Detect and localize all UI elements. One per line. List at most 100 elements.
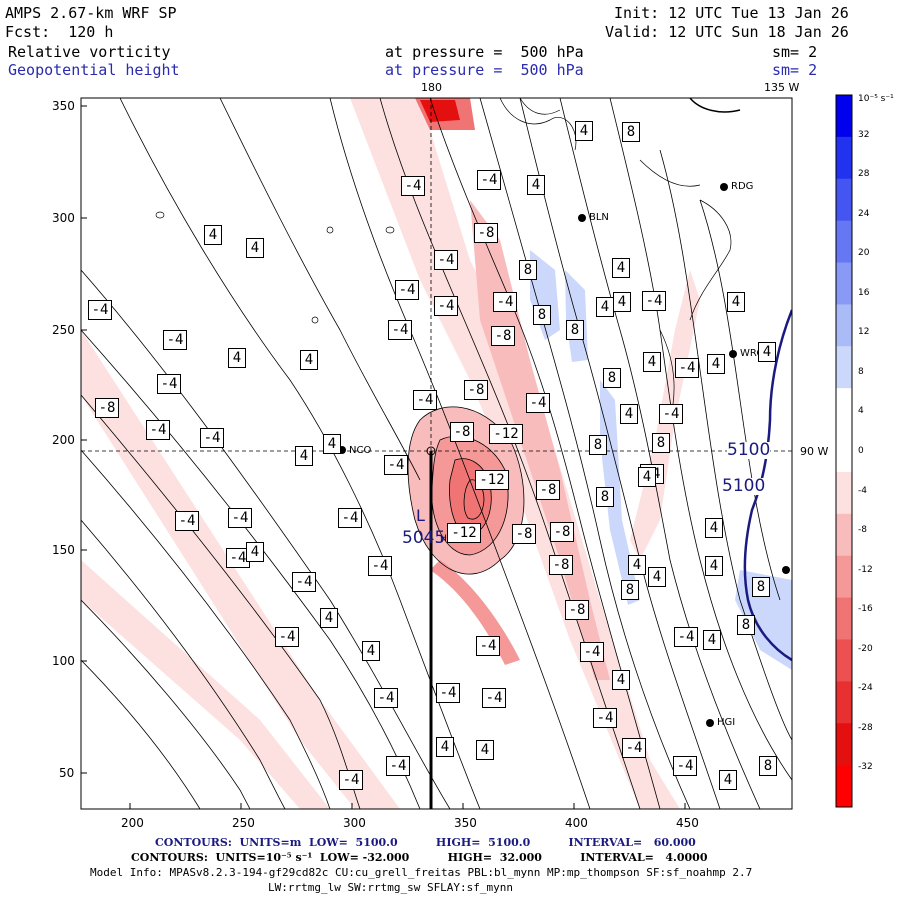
station-wrc [729,350,737,358]
vorticity-contour-label: 4 [295,446,313,466]
vorticity-contour-label: 4 [527,175,545,195]
y-tick-150: 150 [52,543,75,557]
vorticity-contour-label: -4 [368,556,392,576]
vorticity-contour-label: -4 [146,420,170,440]
shade-band-south [81,560,330,809]
vorticity-contour-label: -4 [384,455,408,475]
forecast-hour: Fcst: 120 h [5,23,114,41]
colorbar-swatch [836,220,852,264]
station-east [782,566,790,574]
station-hgi [706,719,714,727]
vorticity-contour-label: -4 [673,756,697,776]
footer-height-contours: CONTOURS: UNITS=m LOW= 5100.0 HIGH= 5100… [155,836,696,849]
lon-label-90w: 90 W [800,445,829,458]
height-label-low: 5045 [402,528,446,548]
vorticity-contour-label: 4 [323,434,341,454]
vorticity-contour-label: 4 [436,737,454,757]
vorticity-contour-label: 4 [612,670,630,690]
y-tick-50: 50 [59,766,75,780]
colorbar-tick-label: 24 [858,208,870,219]
vorticity-contour-label: 4 [613,292,631,312]
valid-time: Valid: 12 UTC Sun 18 Jan 26 [605,23,849,41]
vorticity-contour-label: -4 [642,291,666,311]
vorticity-contour-label: -4 [413,390,437,410]
vorticity-contour-label: 4 [703,630,721,650]
vorticity-contour-label: 8 [533,305,551,325]
shade-vortex-tail [430,560,520,665]
colorbar-tick-label: 20 [858,248,870,259]
vorticity-contour-label: -4 [157,374,181,394]
init-time: Init: 12 UTC Tue 13 Jan 26 [614,4,849,22]
vorticity-contour-label: 4 [638,467,656,487]
vorticity-contour-label: -4 [476,636,500,656]
x-tick-250: 250 [232,816,255,830]
station-wrc-label: WRC [740,348,764,359]
colorbar-tick-label: 8 [858,366,864,377]
x-tick-300: 300 [343,816,366,830]
vorticity-contour-label: -8 [549,555,573,575]
vorticity-contour-label: -4 [175,511,199,531]
colorbar-swatch [836,639,852,682]
vorticity-contour-label: 4 [643,352,661,372]
vorticity-contour-label: -4 [436,683,460,703]
vorticity-contour-label: -12 [475,470,509,490]
colorbar-tick-label: -8 [858,525,867,536]
colorbar-tick-label: 32 [858,129,870,140]
colorbar-tick-label: -32 [858,762,873,773]
vorticity-contour-label: -8 [464,380,488,400]
station-hgi-label: HGI [717,717,736,728]
vorticity-contour-label: -4 [434,296,458,316]
colorbar-swatch [836,597,852,640]
colorbar-tick-label: -16 [858,604,873,615]
vorticity-contour-label: 8 [621,580,639,600]
field2-smoothing: sm= 2 [772,61,818,79]
vorticity-contour-label: 8 [652,433,670,453]
footer-model-info-2: LW:rrtmg_lw SW:rrtmg_sw SFLAY:sf_mynn [268,881,514,894]
height-label-a: 5100 [727,440,771,460]
vorticity-contour-label: 8 [596,487,614,507]
x-tick-400: 400 [565,816,588,830]
colorbar-tick-label: -24 [858,683,873,694]
vorticity-contour-label: -4 [526,393,550,413]
station-rdg-label: RDG [731,181,754,192]
vorticity-contour-label: 4 [300,350,318,370]
vorticity-contour-label: -4 [386,756,410,776]
lon-label-180: 180 [421,81,442,94]
colorbar-tick-label: 0 [858,446,864,456]
footer-vort-contours: CONTOURS: UNITS=10⁻⁵ s⁻¹ LOW= -32.000 HI… [131,851,708,864]
vorticity-contour-label: -4 [339,770,363,790]
colorbar-swatch [836,136,852,180]
vorticity-contour-label: -4 [493,292,517,312]
colorbar-swatch [836,388,852,431]
height-label-b: 5100 [722,476,766,496]
vorticity-contour-label: -4 [292,572,316,592]
colorbar-unit: 10⁻⁵ s⁻¹ [858,94,894,104]
vorticity-contour-label: 4 [246,238,264,258]
y-tick-100: 100 [52,654,75,668]
vorticity-contour-label: 8 [589,435,607,455]
station-bln-label: BLN [589,212,609,223]
shade-band-central-8 [470,200,610,680]
vorticity-contour-label: -4 [388,320,412,340]
shade-positive-3 [600,380,640,605]
field1-pressure: at pressure = 500 hPa [385,43,584,61]
vorticity-contour-label: -4 [163,330,187,350]
field1-smoothing: sm= 2 [772,43,818,61]
vorticity-contour-label: 4 [575,121,593,141]
vorticity-contour-label: -12 [447,523,481,543]
vorticity-contour-label: -4 [226,548,250,568]
vorticity-contour-label: 4 [719,770,737,790]
colorbar-swatch [836,178,852,222]
vorticity-contour-label: -4 [434,250,458,270]
colorbar-swatch [836,262,852,305]
vorticity-contour-label: -12 [489,424,523,444]
colorbar-swatch [836,555,852,599]
vorticity-contour-label: -4 [338,508,362,528]
vorticity-contour-label: -4 [622,738,646,758]
vorticity-contour-label: 4 [612,258,630,278]
vorticity-contour-label: -4 [374,688,398,708]
colorbar-tick-label: 28 [858,169,870,180]
y-tick-350: 350 [52,99,75,113]
vorticity-contour-label: -4 [482,688,506,708]
colorbar-swatch [836,304,852,347]
